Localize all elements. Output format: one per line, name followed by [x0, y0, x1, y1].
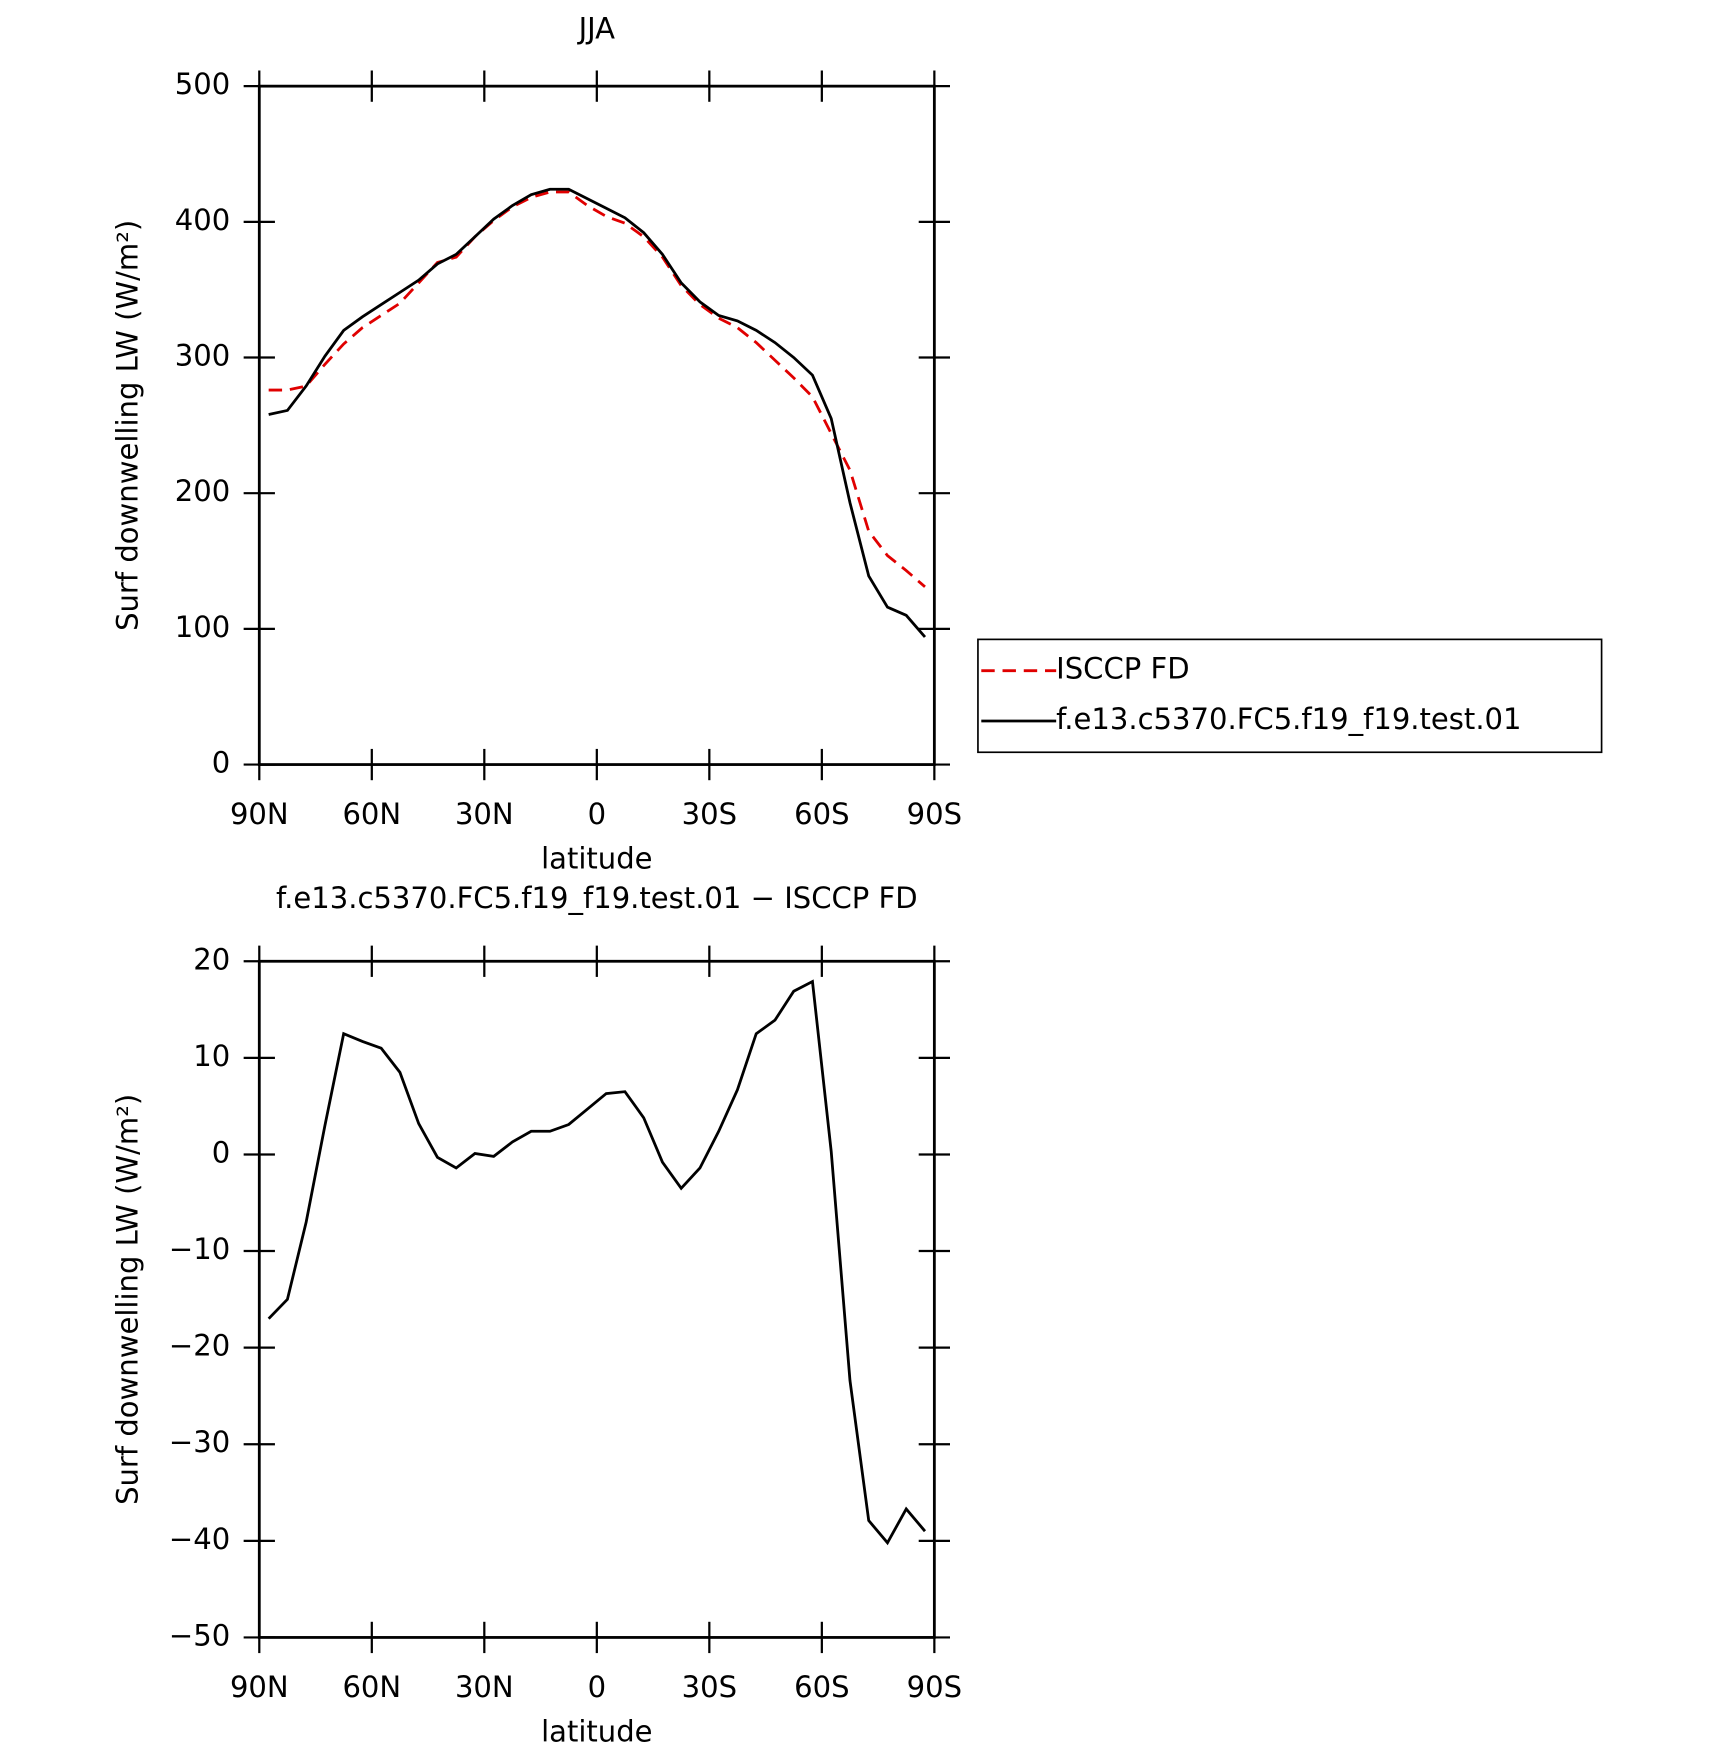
y-tick-label: −10 — [169, 1232, 230, 1266]
legend-label: ISCCP FD — [1056, 652, 1189, 686]
y-tick-label: 500 — [175, 67, 230, 101]
x-tick-label: 30S — [682, 1670, 737, 1704]
series-line — [268, 187, 927, 638]
x-tick-label: 90S — [907, 797, 962, 831]
x-tick-label: 30S — [682, 797, 737, 831]
x-axis-title: latitude — [541, 1715, 652, 1749]
y-tick-label: 300 — [175, 339, 230, 373]
y-axis-title: Surf downwelling LW (W/m²) — [111, 1094, 145, 1505]
y-tick-label: −30 — [169, 1425, 230, 1459]
y-axis-title: Surf downwelling LW (W/m²) — [111, 220, 145, 631]
x-tick-label: 30N — [455, 1670, 514, 1704]
x-tick-label: 0 — [588, 1670, 606, 1704]
plot-frame — [257, 959, 936, 1639]
y-tick-label: 400 — [175, 203, 230, 237]
series-line — [267, 979, 927, 1546]
y-tick-label: 20 — [193, 942, 230, 976]
y-tick-label: 100 — [175, 610, 230, 644]
legend-label: f.e13.c5370.FC5.f19_f19.test.01 — [1056, 702, 1521, 736]
x-tick-label: 90N — [230, 1670, 289, 1704]
y-tick-label: 0 — [212, 1135, 230, 1169]
y-tick-label: −40 — [169, 1522, 230, 1556]
series-line — [268, 190, 926, 588]
y-tick-label: 200 — [175, 474, 230, 508]
y-tick-label: −20 — [169, 1329, 230, 1363]
x-tick-label: 30N — [455, 797, 514, 831]
y-tick-label: 10 — [193, 1039, 230, 1073]
x-tick-label: 90N — [230, 797, 289, 831]
x-tick-label: 60S — [794, 797, 849, 831]
legend-box — [977, 638, 1603, 754]
x-tick-label: 90S — [907, 1670, 962, 1704]
chart-title: JJA — [577, 11, 616, 45]
x-axis-title: latitude — [541, 842, 652, 876]
y-tick-label: −50 — [169, 1618, 230, 1652]
x-tick-label: 0 — [588, 797, 606, 831]
y-tick-label: 0 — [212, 746, 230, 780]
x-tick-label: 60N — [342, 797, 401, 831]
chart-title: f.e13.c5370.FC5.f19_f19.test.01 − ISCCP … — [276, 881, 918, 915]
x-tick-label: 60S — [794, 1670, 849, 1704]
x-tick-label: 60N — [342, 1670, 401, 1704]
